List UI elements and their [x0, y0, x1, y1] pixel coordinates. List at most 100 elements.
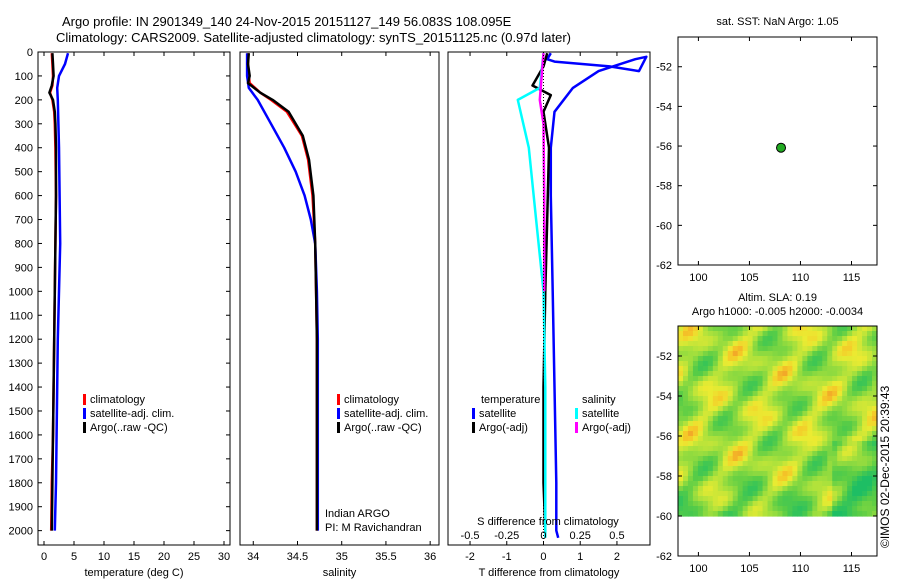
sla-heatmap-cell [767, 326, 774, 332]
sla-heatmap-cell [767, 431, 774, 437]
sla-heatmap-cell [682, 481, 689, 487]
sla-heatmap-cell [727, 461, 734, 467]
sla-heatmap-cell [802, 366, 808, 372]
sla-heatmap-cell [812, 441, 818, 447]
sla-heatmap-cell [712, 326, 719, 332]
sla-heatmap-cell [727, 416, 734, 422]
sla-heatmap-cell [847, 386, 853, 392]
sla-heatmap-cell [867, 481, 873, 487]
sla-heatmap-cell [747, 376, 754, 382]
sla-heatmap-cell [827, 506, 833, 512]
sla-heatmap-cell [812, 371, 818, 377]
sla-heatmap-cell [802, 486, 808, 492]
sla-heatmap-cell [777, 411, 784, 417]
sla-heatmap-cell [772, 486, 779, 492]
sla-heatmap-cell [837, 426, 843, 432]
sla-heatmap-cell [717, 376, 724, 382]
sla-heatmap-cell [777, 466, 784, 472]
sla-heatmap-cell [757, 426, 764, 432]
sla-heatmap-cell [862, 476, 868, 482]
sla-heatmap-cell [687, 346, 694, 352]
sla-heatmap-cell [787, 381, 794, 387]
sla-heatmap-cell [842, 481, 848, 487]
sla-heatmap-cell [732, 416, 739, 422]
sla-heatmap-cell [832, 411, 838, 417]
sla-heatmap-cell [867, 451, 873, 457]
sla-heatmap-cell [747, 386, 754, 392]
sla-heatmap-cell [772, 446, 779, 452]
sla-heatmap-cell [767, 486, 774, 492]
sla-heatmap-cell [812, 416, 818, 422]
sla-heatmap-cell [678, 451, 684, 457]
sla-heatmap-cell [682, 496, 689, 502]
sla-heatmap-cell [727, 511, 734, 517]
sla-heatmap-cell [722, 416, 729, 422]
sla-heatmap-cell [717, 461, 724, 467]
sla-heatmap-cell [678, 461, 684, 467]
sla-heatmap-cell [732, 471, 739, 477]
sla-heatmap-cell [762, 476, 769, 482]
sla-heatmap-cell [857, 461, 863, 467]
sla-heatmap-cell [777, 476, 784, 482]
sla-heatmap-cell [737, 376, 744, 382]
sla-heatmap-cell [737, 371, 744, 377]
sla-heatmap-cell [857, 401, 863, 407]
sla-heatmap-cell [678, 326, 684, 332]
sla-heatmap-cell [747, 331, 754, 337]
sla-heatmap-cell [727, 371, 734, 377]
sla-heatmap-cell [777, 361, 784, 367]
sla-heatmap-cell [767, 401, 774, 407]
sla-heatmap-cell [802, 426, 808, 432]
sla-heatmap-cell [772, 361, 779, 367]
sla-heatmap-cell [772, 451, 779, 457]
sla-heatmap-cell [857, 361, 863, 367]
sla-heatmap-cell [717, 361, 724, 367]
sla-heatmap-cell [797, 501, 803, 507]
sla-heatmap-cell [678, 351, 684, 357]
sla-heatmap-cell [707, 416, 714, 422]
sla-heatmap-cell [707, 431, 714, 437]
sla-heatmap-cell [727, 396, 734, 402]
sla-heatmap-cell [722, 386, 729, 392]
sla-heatmap-cell [682, 471, 689, 477]
sla-heatmap-cell [747, 346, 754, 352]
sla-heatmap-cell [792, 461, 798, 467]
sla-heatmap-cell [837, 351, 843, 357]
sla-heatmap-cell [722, 481, 729, 487]
sla-heatmap-cell [697, 471, 704, 477]
sla-heatmap-cell [787, 451, 794, 457]
sla-heatmap-cell [822, 461, 828, 467]
sla-heatmap-cell [692, 361, 699, 367]
sla-heatmap-cell [862, 451, 868, 457]
sla-heatmap-cell [722, 466, 729, 472]
sla-heatmap-cell [707, 481, 714, 487]
sla-heatmap-cell [847, 461, 853, 467]
sla-heatmap-cell [872, 376, 878, 382]
sla-heatmap-cell [762, 501, 769, 507]
sla-heatmap-cell [682, 411, 689, 417]
sla-heatmap-cell [847, 506, 853, 512]
sla-heatmap-cell [727, 436, 734, 442]
sla-heatmap-cell [727, 426, 734, 432]
sla-heatmap-cell [722, 501, 729, 507]
sla-heatmap-cell [792, 366, 798, 372]
sla-heatmap-cell [862, 406, 868, 412]
sla-heatmap-cell [812, 456, 818, 462]
sla-heatmap-cell [757, 431, 764, 437]
sla-heatmap-cell [678, 341, 684, 347]
sla-heatmap-cell [812, 336, 818, 342]
sla-heatmap-cell [867, 441, 873, 447]
sla-heatmap-cell [752, 436, 759, 442]
sla-heatmap-cell [807, 426, 813, 432]
sla-heatmap-cell [767, 456, 774, 462]
sla-heatmap-cell [712, 361, 719, 367]
sla-heatmap-cell [787, 461, 794, 467]
sla-heatmap-cell [717, 436, 724, 442]
sla-heatmap-cell [767, 411, 774, 417]
sla-heatmap-cell [872, 401, 878, 407]
sla-heatmap-cell [792, 351, 798, 357]
sla-heatmap-cell [737, 396, 744, 402]
sla-heatmap-cell [747, 451, 754, 457]
sla-heatmap-cell [807, 441, 813, 447]
sla-heatmap-cell [797, 451, 803, 457]
